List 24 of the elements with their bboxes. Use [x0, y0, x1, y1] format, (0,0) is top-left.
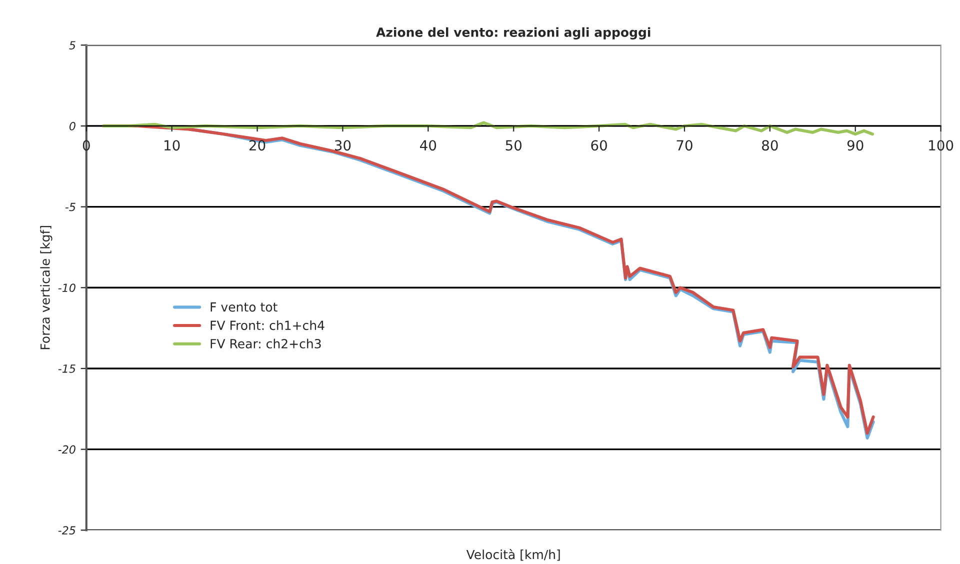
y-tick-label: -10 — [58, 284, 76, 292]
legend-label: FV Rear: ch2+ch3 — [210, 338, 321, 348]
y-tick-label: -20 — [58, 445, 76, 454]
chart-title: Azione del vento: reazioni agli appoggi — [376, 27, 650, 40]
y-tick-label: -5 — [65, 202, 76, 212]
legend-label: FV Front: ch1+ch4 — [210, 320, 324, 330]
legend-label: F vento tot — [210, 302, 278, 312]
x-tick-label: 70 — [676, 140, 692, 151]
x-tick-label: 10 — [164, 140, 180, 151]
x-tick-label: 40 — [420, 140, 436, 151]
y-axis-title: Forza verticale [kgf] — [40, 226, 52, 350]
x-tick-label: 90 — [847, 140, 864, 151]
x-tick-label: 30 — [334, 140, 351, 151]
y-tick-label: -25 — [58, 526, 76, 535]
y-tick-label: -15 — [58, 364, 76, 373]
x-tick-label: 20 — [249, 140, 266, 151]
x-tick-label: 50 — [506, 140, 522, 151]
line-series — [102, 121, 874, 136]
y-tick-label: 5 — [69, 41, 76, 50]
x-axis-title: Velocità [km/h] — [466, 549, 560, 561]
x-tick-label: 100 — [929, 140, 954, 151]
x-tick-label: 60 — [591, 140, 607, 151]
y-tick-label: 0 — [69, 122, 76, 130]
x-tick-label: 80 — [762, 140, 778, 151]
